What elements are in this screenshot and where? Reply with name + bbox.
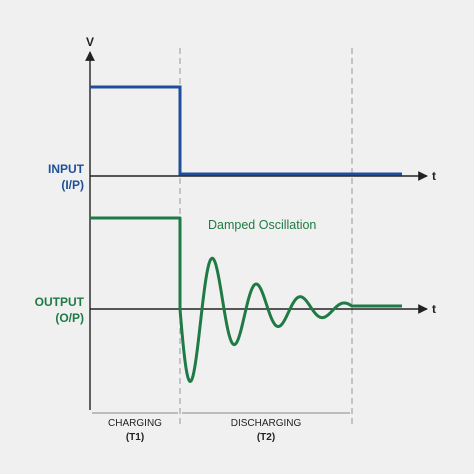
output-waveform [90, 216, 402, 383]
charging-period-label: (T1) [126, 432, 144, 443]
output-label-abbrev: (O/P) [55, 311, 84, 325]
y-axis-label: V [86, 35, 94, 49]
input-time-axis-label: t [432, 169, 436, 183]
input-label-abbrev: (I/P) [61, 178, 84, 192]
input-waveform [90, 85, 402, 176]
output-label: OUTPUT [35, 295, 85, 309]
output-time-axis-label: t [432, 302, 436, 316]
damped-oscillation-annotation: Damped Oscillation [208, 218, 316, 232]
discharging-period-label: (T2) [257, 432, 275, 443]
charging-label: CHARGING [108, 418, 162, 429]
input-label: INPUT [48, 162, 85, 176]
discharging-label: DISCHARGING [231, 418, 302, 429]
